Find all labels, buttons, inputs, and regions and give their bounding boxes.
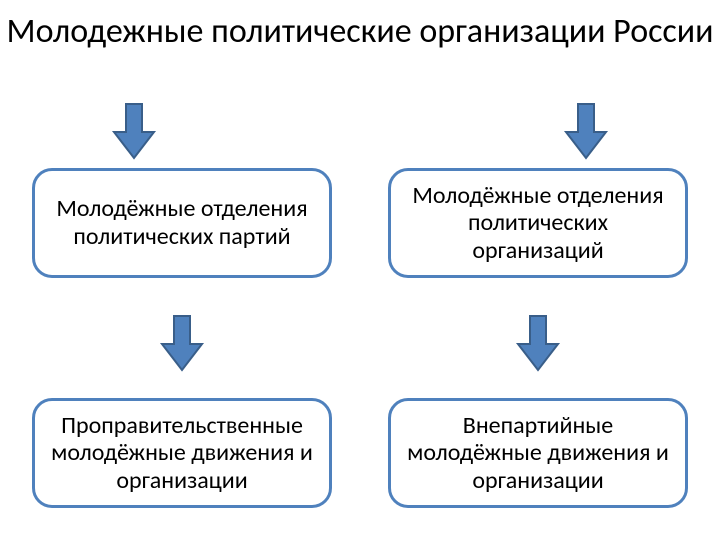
arrow-down-icon: [158, 314, 206, 372]
box-pro-government-movements: Проправительственные молодёжные движения…: [32, 398, 332, 508]
box-youth-org-branches: Молодёжные отделения политических органи…: [388, 168, 688, 278]
arrow-down-icon: [562, 102, 610, 160]
box-youth-party-branches: Молодёжные отделения политических партий: [32, 168, 332, 278]
arrow-down-icon: [514, 314, 562, 372]
box-nonparty-movements: Внепартийные молодёжные движения и орган…: [388, 398, 688, 508]
page-title: Молодежные политические организации Росс…: [0, 12, 720, 51]
arrow-down-icon: [110, 102, 158, 160]
